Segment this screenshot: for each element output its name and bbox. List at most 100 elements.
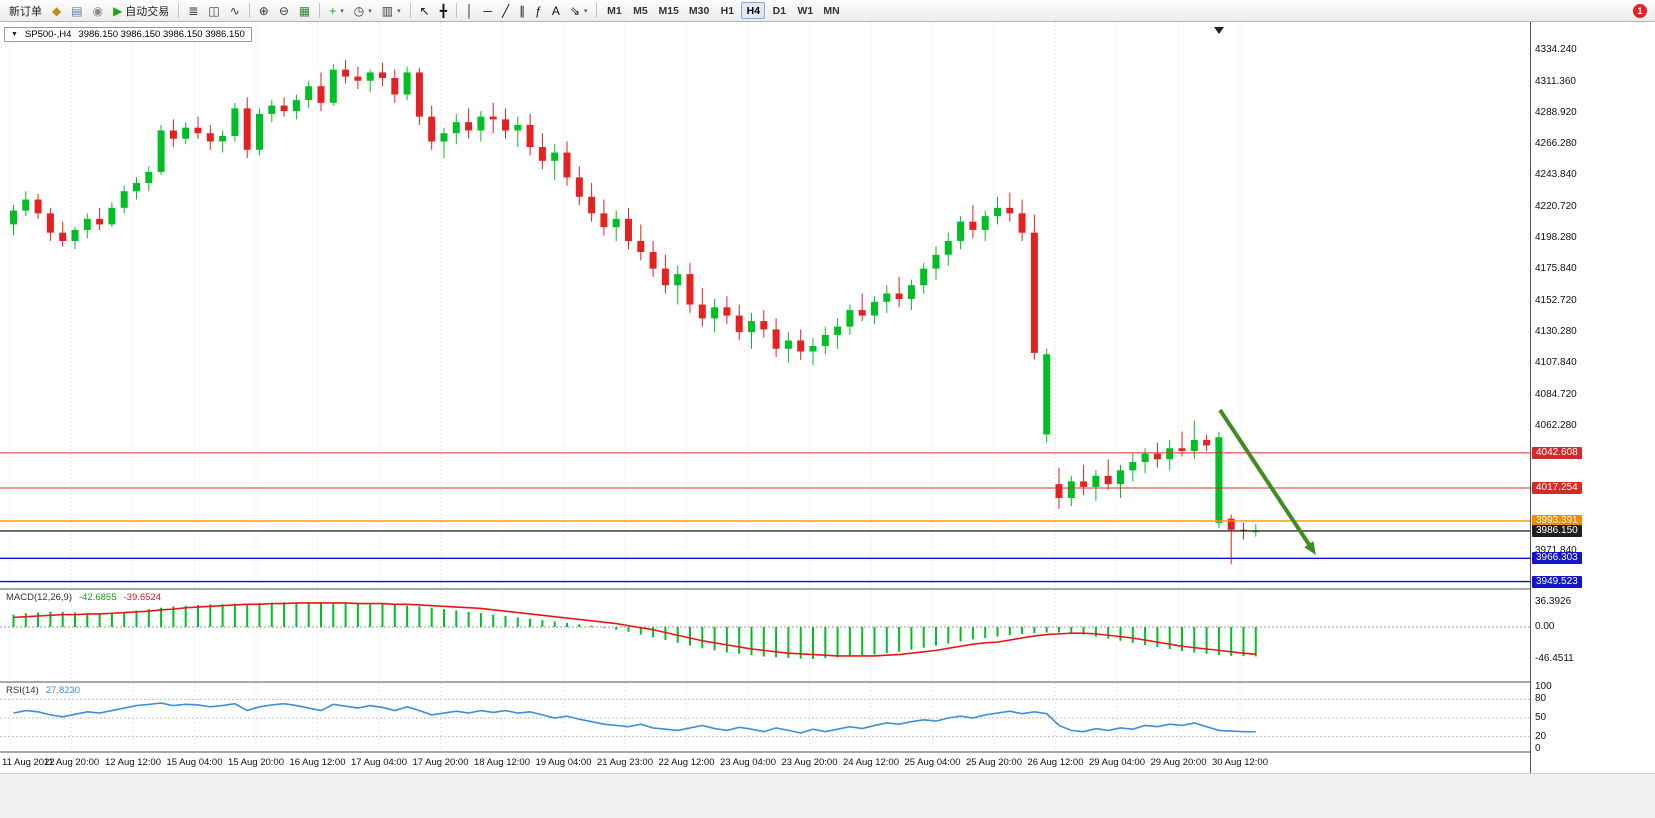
crosshair-icon: ╋: [439, 3, 447, 18]
rsi-name: RSI(14): [6, 685, 39, 696]
price-axis-label: 4198.280: [1535, 231, 1577, 243]
trend-arrow[interactable]: [1218, 408, 1314, 550]
rsi-panel[interactable]: RSI(14) 27.8230: [0, 683, 1530, 751]
lines-layer: [0, 452, 1530, 583]
template-icon: ▥: [381, 3, 394, 18]
toolbar-separator: [319, 3, 321, 18]
rsi-line: [13, 702, 1256, 734]
time-axis[interactable]: 11 Aug 2022 11 Aug 20:00 12 Aug 12:00 15 Au…: [0, 753, 1530, 773]
timeframe-h4-button[interactable]: H4: [741, 2, 766, 19]
macd-axis-label: -46.4511: [1535, 652, 1574, 664]
time-axis-label: 23 Aug 20:00: [781, 757, 838, 768]
time-axis-label: 22 Aug 12:00: [658, 757, 715, 768]
zoom-in-icon[interactable]: ⊕: [254, 2, 274, 20]
template-icon[interactable]: ▥ ▾: [377, 2, 406, 20]
time-axis-label: 29 Aug 20:00: [1150, 757, 1207, 768]
price-axis-label: 4152.720: [1535, 294, 1577, 306]
price-axis[interactable]: 4334.240 4311.360 4288.920 4266.280 4243.840…: [1530, 22, 1655, 773]
timeframe-m5-button[interactable]: M5: [633, 5, 648, 17]
arrows-shapes-icon: ⇘: [569, 3, 580, 18]
market-watch-icon: ◆: [52, 3, 62, 18]
cursor-icon[interactable]: ↖: [415, 2, 435, 20]
time-axis-label: 18 Aug 12:00: [474, 757, 530, 768]
price-line-label: 4042.608: [1532, 446, 1582, 459]
price-line-label: 3949.523: [1532, 575, 1582, 588]
navigator-icon[interactable]: ◉: [88, 2, 108, 20]
timeframe-d1-button[interactable]: D1: [772, 5, 787, 17]
time-axis-label: 17 Aug 04:00: [351, 757, 407, 768]
bar-chart-icon[interactable]: ≣: [183, 2, 203, 20]
horizontal-line-icon: ─: [483, 3, 492, 18]
timeframe-m1-button[interactable]: M1: [607, 5, 622, 17]
time-axis-label: 29 Aug 04:00: [1089, 757, 1145, 768]
price-axis-label: 4266.280: [1535, 137, 1577, 149]
fibonacci-icon: ƒ: [535, 3, 542, 18]
price-axis-label: 4220.720: [1535, 200, 1577, 212]
macd-main-value: -42.6855: [79, 592, 117, 603]
market-watch-icon[interactable]: ◆: [47, 2, 66, 20]
text-label-icon[interactable]: A: [547, 2, 565, 20]
time-axis-label: 25 Aug 04:00: [904, 757, 961, 768]
time-axis-label: 16 Aug 12:00: [289, 757, 346, 768]
time-axis-label: 12 Aug 12:00: [105, 757, 161, 768]
timeframe-h1-button[interactable]: H1: [720, 5, 735, 17]
new-order-button[interactable]: 新订单: [4, 2, 47, 20]
timeframe-m15-button[interactable]: M15: [658, 5, 679, 17]
zoom-out-icon[interactable]: ⊖: [274, 2, 294, 20]
panel-separator[interactable]: [0, 681, 1655, 683]
grid-layer: [9, 22, 1241, 588]
chart-ohlc-values: 3986.150 3986.150 3986.150 3986.150: [78, 29, 245, 40]
indicators-add-icon[interactable]: + ▾: [324, 2, 349, 20]
price-line-label: 3966.303: [1532, 552, 1582, 565]
dropdown-arrow-icon: ▾: [340, 7, 344, 15]
main-price-chart[interactable]: ▼ SP500-,H4 3986.150 3986.150 3986.150 3…: [0, 22, 1530, 588]
time-axis-label: 30 Aug 12:00: [1212, 757, 1268, 768]
time-axis-label: 19 Aug 04:00: [535, 757, 592, 768]
price-axis-label: 4175.840: [1535, 262, 1577, 274]
tile-windows-icon[interactable]: ▦: [294, 2, 315, 20]
toolbar-separator: [409, 3, 411, 18]
time-axis-label: 15 Aug 04:00: [166, 757, 223, 768]
tile-windows-icon: ▦: [298, 3, 311, 18]
caption-collapse-icon[interactable]: ▼: [11, 31, 18, 38]
cursor-icon: ↖: [419, 3, 430, 18]
equidistant-channel-icon: ∥: [519, 3, 526, 18]
arrows-shapes-icon[interactable]: ⇘ ▾: [565, 2, 593, 20]
horizontal-line-icon[interactable]: ─: [478, 2, 497, 20]
auto-trading-button-label: 自动交易: [125, 5, 170, 18]
time-axis-label: 24 Aug 12:00: [843, 757, 899, 768]
fibonacci-icon[interactable]: ƒ: [530, 2, 547, 20]
price-line-label: 4017.254: [1532, 481, 1582, 494]
timeframe-mn-button[interactable]: MN: [823, 5, 840, 17]
trendline-icon[interactable]: ╱: [497, 2, 514, 20]
timeframe-m30-button[interactable]: M30: [688, 5, 710, 17]
dropdown-arrow-icon: ▾: [368, 7, 372, 15]
vertical-line-icon[interactable]: │: [461, 2, 479, 20]
line-chart-icon[interactable]: ∿: [225, 2, 245, 20]
macd-header: MACD(12,26,9) -42.6855 -39.6524: [6, 592, 161, 603]
timeframe-w1-button[interactable]: W1: [797, 5, 814, 17]
macd-name: MACD(12,26,9): [6, 592, 72, 603]
time-axis-label: 21 Aug 23:00: [597, 757, 653, 768]
toolbar-separator: [596, 3, 598, 18]
crosshair-icon[interactable]: ╋: [435, 2, 452, 20]
auto-trading-button[interactable]: ▶ 自动交易: [108, 2, 174, 20]
panel-separator[interactable]: [0, 588, 1655, 590]
macd-axis-label: 36.3926: [1535, 595, 1572, 607]
time-axis-label: 26 Aug 12:00: [1027, 757, 1084, 768]
time-axis-label: 11 Aug 20:00: [43, 757, 100, 768]
zoom-out-icon: ⊖: [278, 3, 289, 18]
price-line-label: 3986.150: [1532, 524, 1582, 537]
data-window-icon[interactable]: ▤: [66, 2, 87, 20]
notification-badge[interactable]: 1: [1633, 3, 1647, 18]
time-axis-label: 25 Aug 20:00: [966, 757, 1022, 768]
candlestick-chart-icon[interactable]: ◫: [203, 2, 224, 20]
toolbar-separator: [178, 3, 180, 18]
macd-panel[interactable]: MACD(12,26,9) -42.6855 -39.6524: [0, 590, 1530, 681]
period-clock-icon[interactable]: ◷ ▾: [349, 2, 377, 20]
equidistant-channel-icon[interactable]: ∥: [514, 2, 530, 20]
indicators-add-icon: +: [329, 3, 337, 18]
chart-caption: ▼ SP500-,H4 3986.150 3986.150 3986.150 3…: [4, 27, 252, 42]
time-axis-label: 15 Aug 20:00: [228, 757, 284, 768]
macd-signal-value: -39.6524: [123, 592, 162, 603]
